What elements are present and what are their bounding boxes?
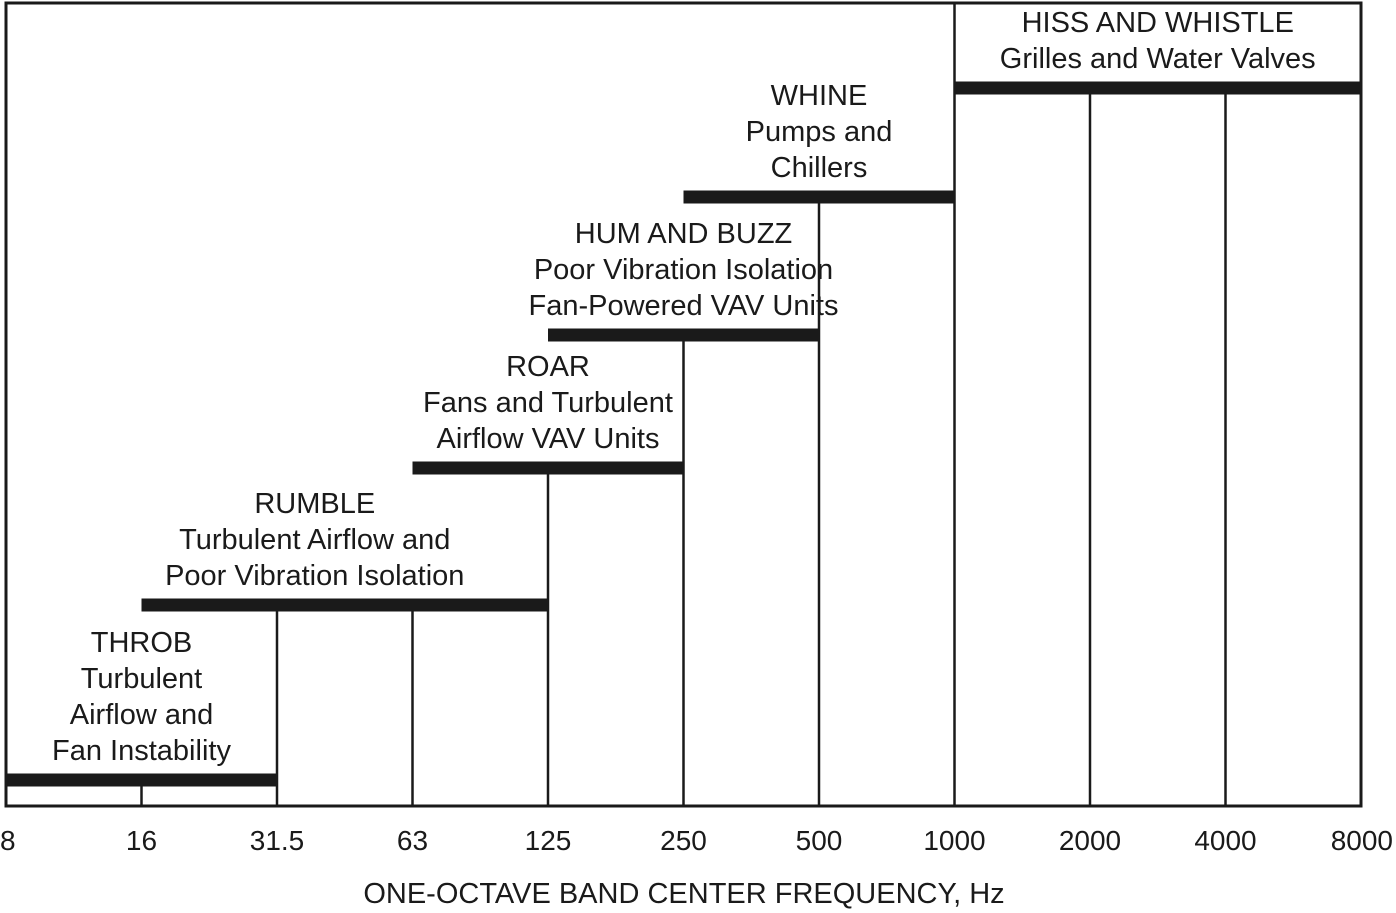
band-bar-hum-and-buzz [548, 328, 819, 342]
x-tick-label-2000: 2000 [1059, 825, 1121, 856]
x-axis-title: ONE-OCTAVE BAND CENTER FREQUENCY, Hz [363, 878, 1004, 910]
band-label-hum-and-buzz-line-1: Poor Vibration Isolation [534, 254, 833, 286]
x-tick-label-8000: 8000 [1331, 825, 1393, 856]
x-tick-label-500: 500 [796, 825, 843, 856]
band-label-roar-line-2: Airflow VAV Units [437, 423, 660, 455]
band-label-rumble-line-1: Turbulent Airflow and [179, 524, 450, 556]
band-bar-roar [412, 461, 684, 475]
band-bar-throb [6, 773, 277, 787]
band-labels: THROB Turbulent Airflow and Fan Instability… [52, 7, 1316, 767]
band-label-rumble-line-2: Poor Vibration Isolation [165, 560, 464, 592]
x-tick-label-250: 250 [660, 825, 707, 856]
gridlines [140, 3, 1227, 806]
band-label-whine-line-2: Chillers [771, 152, 868, 184]
band-bar-rumble [141, 598, 548, 612]
x-tick-label-31-5: 31.5 [250, 825, 305, 856]
x-tick-labels: 8 16 31.5 63 125 250 500 1000 2000 4000 8000 [0, 825, 1393, 856]
band-label-throb-line-0: THROB [91, 627, 193, 659]
band-label-whine-line-0: WHINE [771, 80, 868, 112]
band-label-throb-line-1: Turbulent [81, 663, 202, 695]
x-tick-label-63: 63 [397, 825, 428, 856]
x-tick-label-1000: 1000 [923, 825, 985, 856]
x-tick-label-8: 8 [0, 825, 16, 856]
band-label-hum-and-buzz-line-0: HUM AND BUZZ [575, 218, 793, 250]
band-label-hiss-and-whistle-line-0: HISS AND WHISTLE [1022, 7, 1294, 39]
band-label-rumble-line-0: RUMBLE [254, 488, 375, 520]
band-label-roar-line-1: Fans and Turbulent [423, 387, 673, 419]
band-label-roar-line-0: ROAR [506, 351, 590, 383]
band-label-throb-line-2: Airflow and [70, 699, 213, 731]
band-label-hum-and-buzz-line-2: Fan-Powered VAV Units [529, 290, 839, 322]
band-label-throb-line-3: Fan Instability [52, 735, 231, 767]
band-bar-hiss-and-whistle [954, 81, 1361, 95]
band-bar-whine [683, 190, 955, 204]
band-label-hiss-and-whistle-line-1: Grilles and Water Valves [1000, 43, 1316, 75]
band-bars [6, 81, 1361, 787]
x-tick-label-125: 125 [525, 825, 572, 856]
plot-frame [4, 1, 1363, 808]
x-tick-label-4000: 4000 [1194, 825, 1256, 856]
band-label-whine-line-1: Pumps and [746, 116, 893, 148]
x-tick-label-16: 16 [126, 825, 157, 856]
